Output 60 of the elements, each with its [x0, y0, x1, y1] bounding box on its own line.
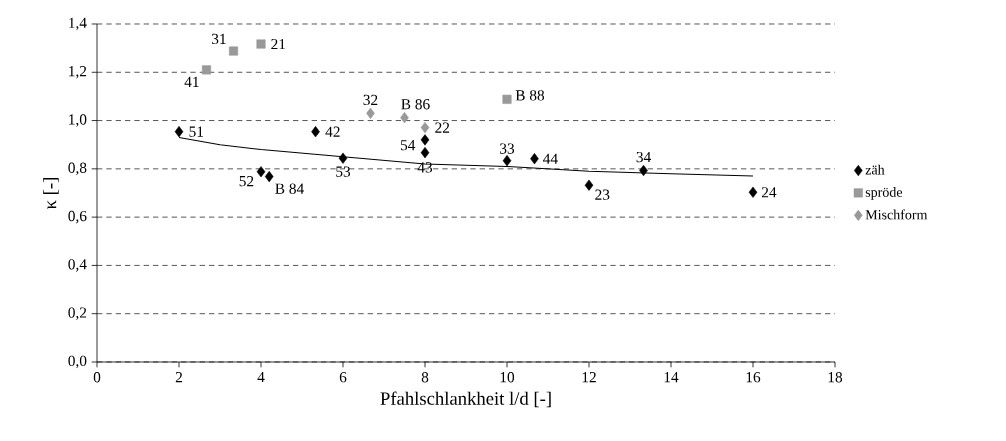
point	[400, 112, 409, 124]
y-tick-label: 0,4	[68, 259, 87, 272]
point	[584, 179, 594, 191]
legend-label: spröde	[865, 187, 903, 200]
point	[366, 107, 375, 119]
y-tick-label: 0,6	[68, 210, 87, 224]
y-tick-label: 0,2	[68, 307, 87, 320]
x-tick-label: 2	[175, 372, 182, 383]
point	[530, 153, 539, 165]
annotation: 21	[271, 38, 286, 50]
point	[338, 152, 348, 164]
annotation: 44	[543, 153, 558, 164]
point	[264, 170, 274, 183]
annotation: 42	[325, 126, 340, 137]
x-tick-label: 4	[257, 372, 265, 383]
x-tick-label: 14	[664, 372, 679, 383]
x-tick-label: 16	[746, 372, 761, 383]
annotation: 54	[400, 140, 416, 151]
point	[311, 126, 320, 138]
annotation: 53	[336, 166, 351, 177]
annotation: 31	[212, 33, 226, 45]
y-tick-label: 1,0	[69, 114, 87, 127]
point	[229, 46, 239, 56]
x-tick-label: 10	[500, 372, 515, 383]
annotation: 22	[435, 122, 450, 133]
x-tick-label: 18	[828, 372, 843, 383]
annotation: 52	[239, 176, 254, 187]
x-axis-title: Pfahlschlankheit l/d [-]	[380, 391, 551, 408]
x-tick-label: 0	[93, 372, 101, 383]
annotation: 33	[500, 143, 515, 154]
x-tick-label: 6	[339, 372, 347, 383]
point	[502, 155, 512, 167]
point	[256, 39, 266, 49]
annotation: B 84	[275, 183, 304, 194]
legend-label: zäh	[865, 164, 885, 175]
y-tick-label: 1,2	[69, 66, 87, 79]
x-tick-label: 8	[421, 372, 429, 383]
y-tick-label: 1,4	[69, 17, 87, 31]
point	[201, 65, 212, 75]
legend-label: Mischform	[865, 209, 928, 220]
point	[748, 186, 758, 198]
point	[502, 94, 512, 104]
annotation: B 88	[515, 90, 545, 101]
y-tick-label: 0,0	[68, 355, 87, 369]
point	[256, 166, 266, 178]
annotation: 32	[363, 94, 378, 106]
annotation: 51	[189, 126, 204, 137]
y-tick-label: 0,8	[68, 162, 87, 176]
point	[420, 121, 430, 134]
annotation: 34	[636, 151, 651, 163]
y-axis-title: κ [-]	[43, 178, 59, 209]
point	[420, 134, 430, 146]
point	[420, 147, 430, 159]
annotation: 24	[761, 187, 777, 198]
annotation: 23	[595, 189, 610, 200]
annotation: 41	[184, 76, 199, 87]
point	[174, 126, 184, 138]
x-tick-label: 12	[582, 372, 596, 383]
annotation: 43	[417, 162, 433, 173]
annotation: B 86	[401, 99, 430, 110]
